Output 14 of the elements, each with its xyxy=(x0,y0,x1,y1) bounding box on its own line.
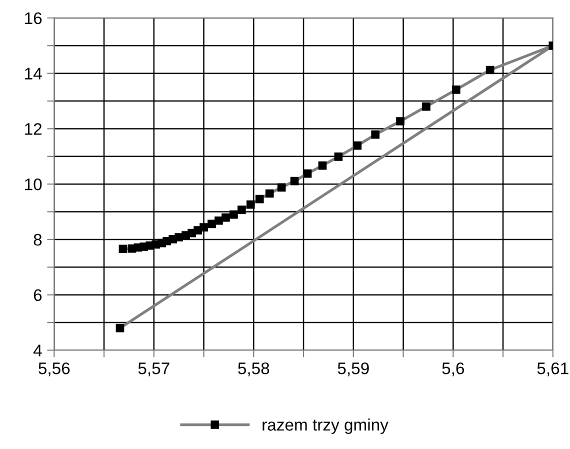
y-tick-label: 12 xyxy=(25,123,42,135)
x-tick-label: 5,58 xyxy=(238,362,270,376)
legend-label: razem trzy gminy xyxy=(262,418,388,434)
y-tick-label: 16 xyxy=(25,12,42,24)
x-tick-label: 5,57 xyxy=(138,362,170,376)
y-tick-label: 10 xyxy=(25,178,42,190)
x-tick-label: 5,56 xyxy=(38,362,70,376)
y-tick-label: 6 xyxy=(34,289,42,302)
y-tick-label: 14 xyxy=(25,68,42,80)
y-tick-label: 8 xyxy=(34,234,42,246)
y-tick-label: 4 xyxy=(33,344,42,356)
x-tick-label: 5,59 xyxy=(338,362,369,376)
x-tick-label: 5,61 xyxy=(537,362,568,376)
x-tick-label: 5,6 xyxy=(442,362,464,376)
